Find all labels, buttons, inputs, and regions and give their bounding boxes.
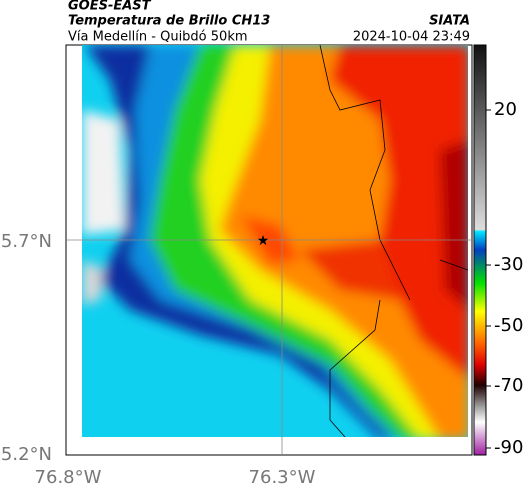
source: GOES-EAST: [68, 0, 152, 14]
colorbar-tick: -30: [494, 254, 523, 275]
satellite-image: [82, 45, 468, 437]
lat-label: 5.7°N: [1, 231, 52, 252]
colorbar-tick: -90: [494, 437, 523, 458]
timestamp: 2024-10-04 23:49: [353, 30, 470, 45]
location-marker: ★: [257, 233, 270, 249]
colorbar-tick: 20: [494, 99, 517, 120]
colorbar-tick: -70: [494, 375, 523, 396]
lon-label: 76.8°W: [35, 467, 102, 488]
subtitle: Vía Medellín - Quibdó 50km: [68, 30, 248, 45]
lat-label: 5.2°N: [1, 444, 52, 465]
colorbar: [473, 44, 487, 456]
agency: SIATA: [429, 14, 470, 29]
title: Temperatura de Brillo CH13: [68, 14, 270, 29]
colorbar-tick: -50: [494, 315, 523, 336]
lon-label: 76.3°W: [249, 467, 316, 488]
